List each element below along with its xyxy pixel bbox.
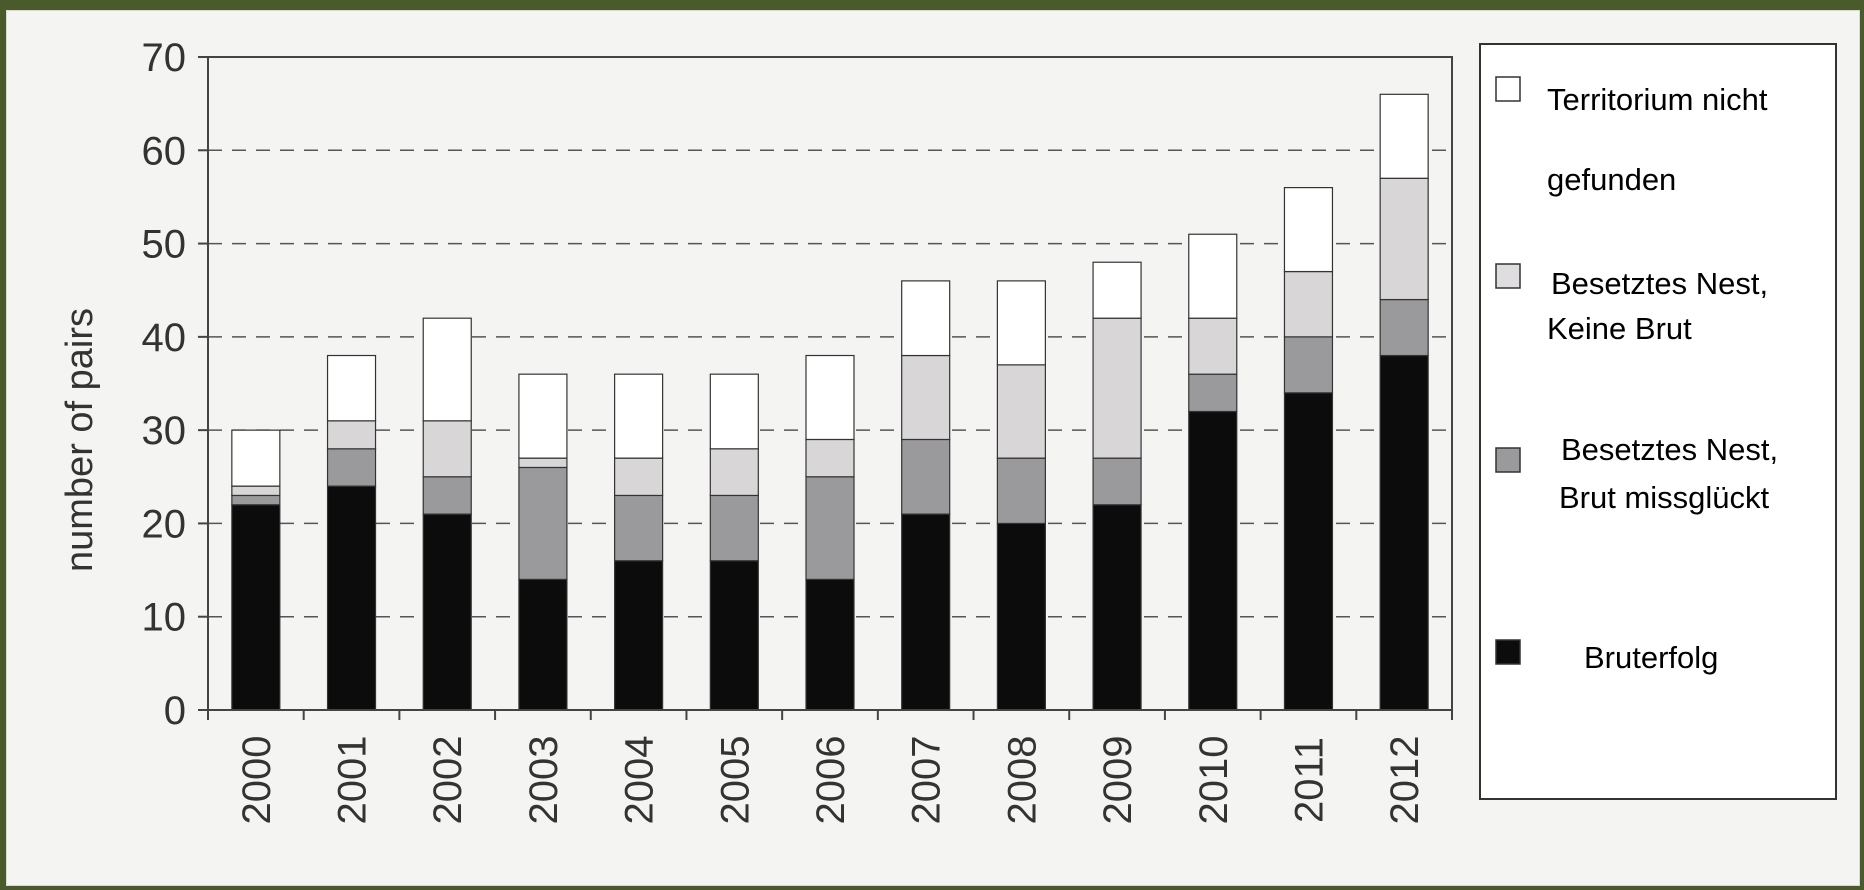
bar-segment-2004-1 <box>614 494 664 562</box>
legend-label-brut-missglueckt-1: Besetztes Nest, <box>1561 432 1778 467</box>
bar-segment-2007-1 <box>901 438 951 515</box>
bar-segment-2012-2 <box>1379 177 1429 301</box>
bar-segment-2004-3 <box>614 373 664 459</box>
y-tick-label: 0 <box>164 689 186 733</box>
bar-segment-2010-0 <box>1188 410 1238 711</box>
bar-segment-2009-1 <box>1092 457 1142 506</box>
bar-segment-2007-0 <box>901 513 951 711</box>
bar-segment-2008-1 <box>996 457 1046 525</box>
bar-segment-2005-0 <box>709 560 759 711</box>
bar-segment-2012-1 <box>1379 298 1429 357</box>
x-tick-label: 2003 <box>522 736 566 825</box>
axes <box>198 56 1453 720</box>
bar-segment-2011-1 <box>1283 336 1334 394</box>
legend-item-territorium: Territorium nicht gefunden <box>1495 76 1768 197</box>
bar-segment-2002-2 <box>422 420 472 478</box>
bar-segment-2008-3 <box>996 280 1046 366</box>
x-tick-label: 2004 <box>618 736 662 825</box>
legend-label-keine-brut-1: Besetztes Nest, <box>1551 266 1768 301</box>
x-tick-label: 2009 <box>1096 736 1140 825</box>
bar-segment-2004-0 <box>614 560 664 711</box>
bar-segment-2003-2 <box>518 457 568 469</box>
y-tick-label: 70 <box>142 36 187 80</box>
legend-label-territorium-1: Territorium nicht <box>1547 82 1768 117</box>
bar-segment-2007-2 <box>901 354 951 441</box>
y-tick-label: 30 <box>142 409 187 453</box>
bar-segment-2010-3 <box>1188 233 1238 319</box>
bar-segment-2003-0 <box>518 578 568 711</box>
x-tick-label: 2001 <box>331 736 375 825</box>
bar-segment-2006-1 <box>805 476 855 580</box>
bars <box>231 93 1429 711</box>
y-axis-label: number of pairs <box>59 308 101 572</box>
bar-segment-2000-3 <box>231 429 281 487</box>
x-tick-label: 2000 <box>235 736 279 825</box>
x-tick-label: 2012 <box>1383 736 1427 825</box>
x-tick-labels: 2000 2001 2002 2003 2004 2005 2006 2007 2008 2009… <box>235 736 1427 825</box>
bar-segment-2001-1 <box>326 448 377 487</box>
legend-swatch-keine-brut <box>1495 263 1521 289</box>
y-tick-labels: 0 10 20 30 40 50 60 70 <box>142 36 187 733</box>
bar-segment-2009-2 <box>1092 317 1142 459</box>
bar-segment-2001-0 <box>326 485 377 711</box>
bar-segment-2005-2 <box>709 448 759 497</box>
y-tick-label: 60 <box>142 129 187 173</box>
bar-segment-2005-1 <box>709 494 759 562</box>
bar-segment-2000-2 <box>231 485 281 497</box>
bar-segment-2002-3 <box>422 317 472 422</box>
bar-segment-2012-0 <box>1379 354 1429 711</box>
bar-segment-2011-0 <box>1283 392 1334 711</box>
bar-segment-2006-2 <box>805 438 855 478</box>
legend-swatch-territorium <box>1495 76 1521 102</box>
bar-segment-2000-0 <box>231 504 281 711</box>
bar-segment-2003-3 <box>518 373 568 459</box>
bar-segment-2010-1 <box>1188 373 1238 413</box>
x-tick-label: 2010 <box>1192 736 1236 825</box>
bar-segment-2012-3 <box>1379 93 1429 179</box>
bar-segment-2000-1 <box>231 494 281 506</box>
legend-item-brut-missglueckt: Besetztes Nest, Brut missglückt <box>1495 432 1778 515</box>
bar-segment-2003-1 <box>518 466 568 581</box>
bar-segment-2009-3 <box>1092 261 1142 319</box>
bar-segment-2008-2 <box>996 364 1046 459</box>
x-tick-label: 2011 <box>1287 737 1331 823</box>
bar-segment-2007-3 <box>901 280 951 357</box>
legend-border <box>1479 43 1837 800</box>
legend-label-brut-missglueckt-2: Brut missglückt <box>1559 480 1770 515</box>
bar-segment-2006-3 <box>805 354 855 441</box>
plot-border <box>207 56 1453 711</box>
legend-label-bruterfolg: Bruterfolg <box>1584 640 1718 675</box>
legend-item-bruterfolg: Bruterfolg <box>1495 639 1718 675</box>
legend: Territorium nicht gefunden Besetztes Nes… <box>1479 43 1837 800</box>
bar-segment-2002-0 <box>422 513 472 711</box>
bar-segment-2002-1 <box>422 476 472 515</box>
bar-segment-2011-2 <box>1283 270 1334 338</box>
x-tick-label: 2008 <box>1000 736 1044 825</box>
legend-item-keine-brut: Besetztes Nest, Keine Brut <box>1495 263 1768 346</box>
bar-segment-2008-0 <box>996 522 1046 711</box>
legend-label-territorium-2: gefunden <box>1547 162 1676 197</box>
bar-segment-2001-2 <box>326 420 377 450</box>
bar-segment-2001-3 <box>326 354 377 422</box>
y-tick-label: 20 <box>142 502 187 546</box>
bar-segment-2006-0 <box>805 578 855 711</box>
y-tick-label: 10 <box>142 596 187 640</box>
y-tick-label: 40 <box>142 316 187 360</box>
bar-segment-2010-2 <box>1188 317 1238 375</box>
x-tick-label: 2007 <box>905 736 949 825</box>
legend-swatch-brut-missglueckt <box>1495 447 1521 473</box>
bar-segment-2009-0 <box>1092 504 1142 711</box>
bar-segment-2005-3 <box>709 373 759 450</box>
x-tick-label: 2005 <box>713 736 757 825</box>
legend-swatch-bruterfolg <box>1495 639 1521 665</box>
x-tick-label: 2006 <box>809 736 853 825</box>
bar-segment-2004-2 <box>614 457 664 497</box>
y-tick-label: 50 <box>142 223 187 267</box>
bar-segment-2011-3 <box>1283 187 1334 273</box>
legend-label-keine-brut-2: Keine Brut <box>1547 311 1692 346</box>
x-tick-label: 2002 <box>426 736 470 825</box>
